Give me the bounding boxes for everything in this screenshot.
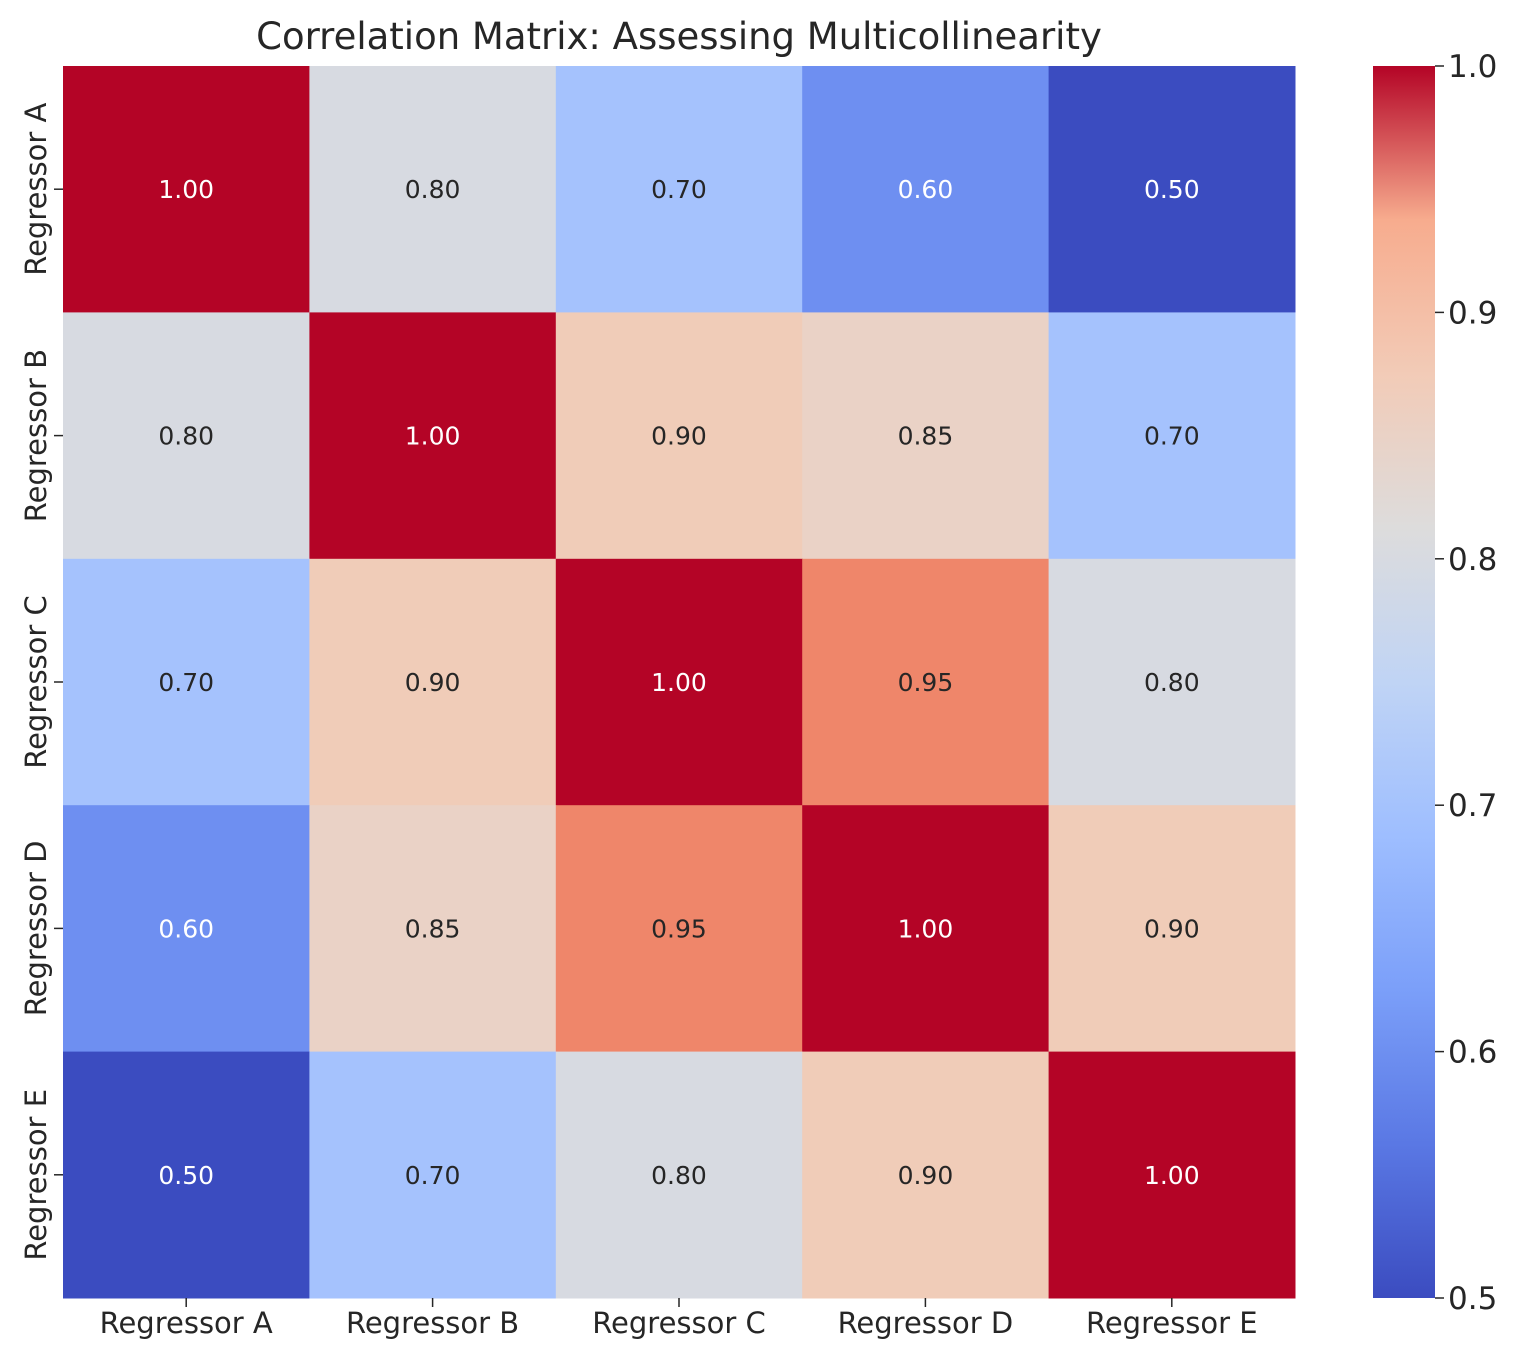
- cell-value-label: 0.70: [405, 1161, 461, 1190]
- cell-value-label: 0.85: [898, 422, 954, 451]
- heatmap-cell: [555, 1051, 803, 1299]
- heatmap-cell: [1048, 805, 1296, 1053]
- y-axis: Regressor A Regressor B Regressor C Regress…: [19, 102, 63, 1261]
- heatmap-cell: [802, 66, 1050, 313]
- heatmap-cell: [309, 66, 557, 313]
- y-tick-label: Regressor B: [19, 349, 53, 522]
- x-tick-label: Regressor C: [592, 1306, 766, 1340]
- cell-value-label: 0.80: [651, 1161, 707, 1190]
- cell-value-label: 0.95: [651, 914, 707, 943]
- heatmap-cell: [1048, 66, 1296, 313]
- cell-value-label: 1.00: [405, 422, 461, 451]
- heatmap-cell: [555, 558, 803, 806]
- cell-value-label: 1.00: [158, 175, 214, 204]
- heatmap-cells: 1.00 0.80 0.70 0.60 0.50 0.80 1.00 0.90 0.85 0.70…: [63, 66, 1296, 1299]
- cell-value-label: 1.00: [1144, 1161, 1200, 1190]
- x-axis: Regressor A Regressor B Regressor C Regress…: [100, 1298, 1258, 1340]
- heatmap-cell: [555, 312, 803, 560]
- colorbar-axis: 0.5 0.6 0.7 0.8 0.9 1.0: [1435, 49, 1497, 1317]
- x-tick-label: Regressor B: [346, 1306, 519, 1340]
- colorbar-tick-label: 0.6: [1448, 1035, 1497, 1071]
- cell-value-label: 0.70: [158, 668, 214, 697]
- x-tick-label: Regressor E: [1086, 1306, 1258, 1340]
- heatmap-cell: [63, 66, 310, 313]
- cell-value-label: 1.00: [898, 914, 954, 943]
- heatmap-cell: [555, 805, 803, 1053]
- colorbar: [1373, 66, 1435, 1298]
- heatmap-cell: [309, 558, 557, 806]
- cell-value-label: 0.70: [651, 175, 707, 204]
- y-tick-label: Regressor A: [19, 102, 53, 275]
- heatmap-cell: [555, 66, 803, 313]
- heatmap-cell: [63, 312, 310, 560]
- chart-title: Correlation Matrix: Assessing Multicolli…: [256, 15, 1102, 58]
- cell-value-label: 0.70: [1144, 422, 1200, 451]
- x-tick-label: Regressor D: [838, 1306, 1014, 1340]
- x-tick-label: Regressor A: [100, 1306, 273, 1340]
- cell-value-label: 0.50: [158, 1161, 214, 1190]
- colorbar-tick-label: 1.0: [1448, 49, 1497, 85]
- cell-value-label: 0.90: [405, 668, 461, 697]
- heatmap-cell: [63, 1051, 310, 1299]
- heatmap-cell: [802, 312, 1050, 560]
- y-tick-label: Regressor C: [19, 595, 53, 769]
- cell-value-label: 0.60: [158, 914, 214, 943]
- y-tick-label: Regressor D: [19, 841, 53, 1017]
- colorbar-tick-label: 0.8: [1448, 542, 1497, 578]
- cell-value-label: 0.50: [1144, 175, 1200, 204]
- cell-value-label: 0.90: [651, 422, 707, 451]
- colorbar-tick-label: 0.7: [1448, 788, 1497, 824]
- heatmap-cell: [309, 312, 557, 560]
- heatmap-cell: [1048, 558, 1296, 806]
- cell-value-label: 0.90: [1144, 914, 1200, 943]
- cell-value-label: 0.80: [158, 422, 214, 451]
- cell-value-label: 0.85: [405, 914, 461, 943]
- heatmap-cell: [63, 805, 310, 1053]
- heatmap-cell: [802, 805, 1050, 1053]
- heatmap-cell: [309, 805, 557, 1053]
- cell-value-label: 0.80: [1144, 668, 1200, 697]
- heatmap-cell: [1048, 312, 1296, 560]
- y-tick-label: Regressor E: [19, 1089, 53, 1261]
- heatmap-cell: [802, 1051, 1050, 1299]
- colorbar-tick-label: 0.9: [1448, 295, 1497, 331]
- colorbar-tick-label: 0.5: [1448, 1281, 1497, 1317]
- cell-value-label: 0.95: [898, 668, 954, 697]
- heatmap-cell: [1048, 1051, 1296, 1299]
- cell-value-label: 0.60: [898, 175, 954, 204]
- cell-value-label: 0.80: [405, 175, 461, 204]
- heatmap-cell: [309, 1051, 557, 1299]
- cell-value-label: 0.90: [898, 1161, 954, 1190]
- heatmap-cell: [802, 558, 1050, 806]
- cell-value-label: 1.00: [651, 668, 707, 697]
- heatmap-cell: [63, 558, 310, 806]
